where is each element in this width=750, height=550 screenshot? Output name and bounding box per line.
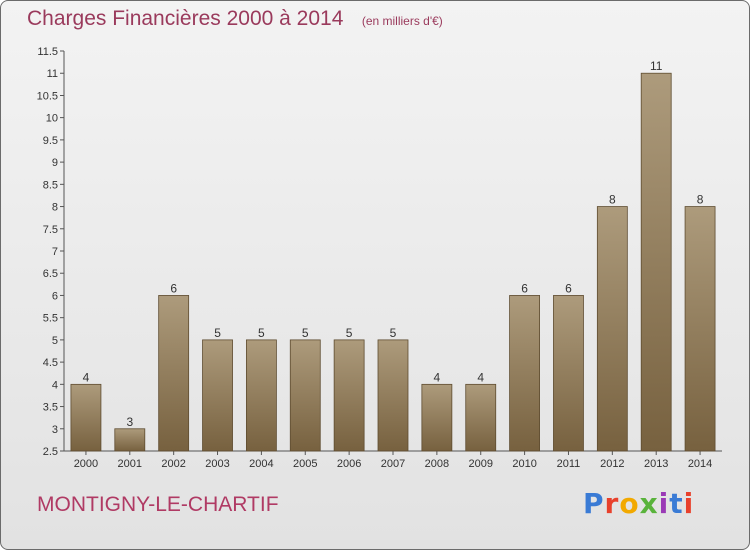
bar-value-label: 4 — [477, 370, 484, 384]
y-tick-label: 5 — [52, 335, 58, 347]
x-tick-label: 2013 — [644, 458, 668, 470]
bar — [596, 206, 628, 452]
bar-value-label: 5 — [346, 326, 353, 340]
y-tick-label: 4 — [52, 379, 58, 391]
x-tick-label: 2010 — [512, 458, 536, 470]
bar — [245, 339, 277, 452]
logo-letter: i — [683, 487, 695, 520]
x-tick-label: 2007 — [381, 458, 405, 470]
bar — [289, 339, 321, 452]
y-tick-label: 6 — [52, 290, 58, 302]
y-tick-label: 7.5 — [43, 224, 58, 236]
x-tick-label: 2001 — [118, 458, 142, 470]
bar — [553, 295, 584, 452]
bar — [114, 428, 146, 452]
logo-letter: i — [658, 487, 670, 520]
bar-value-label: 5 — [390, 326, 397, 340]
bar — [465, 383, 497, 452]
y-tick-label: 6.5 — [43, 268, 58, 280]
chart-title-block: Charges Financières 2000 à 2014 (en mill… — [27, 7, 443, 31]
y-tick-label: 2.5 — [43, 446, 58, 458]
logo-letter: t — [669, 487, 684, 520]
x-tick-label: 2005 — [293, 458, 317, 470]
proxiti-logo: Proxiti — [583, 487, 694, 520]
logo-letter: x — [639, 487, 659, 520]
x-tick-label: 2011 — [557, 458, 581, 470]
chart-subtitle: (en milliers d'€) — [361, 14, 443, 28]
bar-value-label: 3 — [126, 415, 133, 429]
y-tick-label: 4.5 — [43, 357, 58, 369]
logo-letter: P — [583, 487, 605, 520]
bar-value-label: 8 — [609, 193, 616, 207]
y-tick-label: 11.5 — [37, 46, 58, 58]
y-tick-label: 9 — [52, 157, 58, 169]
bar — [640, 72, 672, 452]
bar-value-label: 5 — [214, 326, 221, 340]
x-tick-label: 2014 — [688, 458, 712, 470]
x-tick-label: 2012 — [600, 458, 624, 470]
x-tick-label: 2006 — [337, 458, 361, 470]
bar-value-label: 11 — [650, 59, 663, 73]
bar-value-label: 5 — [302, 326, 309, 340]
x-tick-label: 2003 — [205, 458, 229, 470]
logo-letter: o — [619, 487, 640, 520]
bar — [202, 339, 233, 452]
bar-value-label: 5 — [258, 326, 265, 340]
bar — [509, 295, 541, 452]
bar — [158, 295, 190, 452]
location-name: MONTIGNY-LE-CHARTIF — [37, 493, 279, 516]
y-tick-label: 7 — [52, 246, 58, 258]
x-tick-label: 2004 — [249, 458, 273, 470]
y-tick-label: 8.5 — [43, 179, 58, 191]
y-tick-label: 9.5 — [43, 135, 58, 147]
bar-value-label: 6 — [521, 281, 528, 295]
y-tick-label: 11 — [47, 68, 58, 80]
y-tick-label: 5.5 — [43, 313, 58, 325]
y-tick-label: 3.5 — [43, 402, 58, 414]
logo-letter: r — [604, 487, 620, 520]
x-tick-label: 2009 — [468, 458, 492, 470]
y-tick-label: 10.5 — [37, 90, 58, 102]
bar — [70, 383, 102, 452]
chart-title: Charges Financières 2000 à 2014 — [27, 7, 344, 30]
bar — [333, 339, 365, 452]
bar — [421, 383, 453, 452]
bar-value-label: 6 — [170, 281, 177, 295]
bar — [684, 206, 716, 452]
y-tick-label: 3 — [52, 424, 58, 436]
bar-value-label: 6 — [565, 281, 572, 295]
y-tick-label: 10 — [46, 113, 58, 125]
data-labels: 4 3 6 5 5 5 5 5 4 4 6 6 8 11 8 — [83, 59, 704, 429]
bar-value-label: 4 — [83, 370, 90, 384]
bar-value-label: 8 — [697, 193, 704, 207]
bar — [377, 339, 409, 452]
x-tick-label: 2002 — [161, 458, 185, 470]
bars — [70, 72, 716, 452]
bar-value-label: 4 — [434, 370, 441, 384]
x-tick-label: 2000 — [74, 458, 98, 470]
y-tick-label: 8 — [52, 202, 58, 214]
x-tick-label: 2008 — [425, 458, 449, 470]
